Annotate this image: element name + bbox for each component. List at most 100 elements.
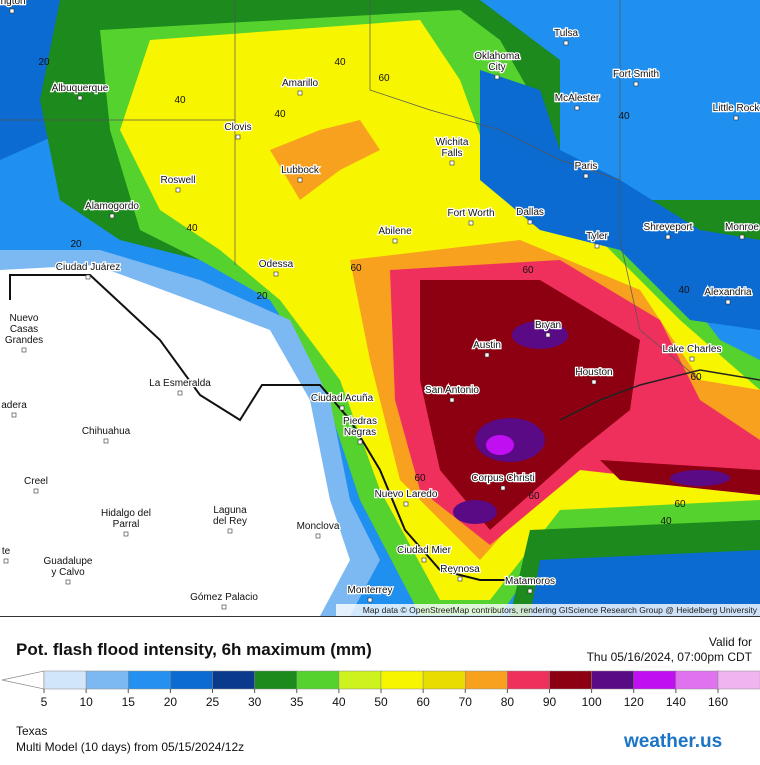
city-label: ington [0, 0, 26, 7]
legend-tick-label: 35 [290, 695, 304, 709]
city-marker [315, 533, 321, 539]
city-label: Little Rock [713, 103, 760, 114]
city-marker [449, 160, 455, 166]
legend-swatch [296, 670, 340, 690]
country-border [9, 274, 520, 581]
city-marker [527, 588, 533, 594]
legend-swatch [633, 670, 677, 690]
city-marker [77, 95, 83, 101]
city-marker [545, 332, 551, 338]
city-marker [85, 274, 91, 280]
city-marker [421, 557, 427, 563]
city-label: Guadalupe [44, 556, 93, 567]
city-label: Piedras [343, 416, 377, 427]
logo: weather.us [623, 731, 722, 752]
city-label: Ciudad Mier [397, 545, 452, 556]
contour-label: 40 [186, 223, 198, 234]
state-borders [0, 0, 701, 381]
city-label: Nuevo [10, 313, 39, 324]
legend-under [1, 670, 45, 690]
city-marker [175, 187, 181, 193]
city-label: Oklahoma [474, 51, 520, 62]
city-label: Chihuahua [82, 426, 131, 437]
city-label: Wichita [436, 137, 469, 148]
contour-label: 40 [174, 95, 186, 106]
city-label: Casas [10, 324, 38, 335]
city-marker [109, 213, 115, 219]
city-marker [9, 8, 15, 14]
legend-tick-label: 90 [543, 695, 557, 709]
legend-tick-label: 140 [666, 695, 686, 709]
city-label: Monterrey [347, 585, 392, 596]
city-label: Amarillo [282, 78, 319, 89]
legend-swatch [465, 670, 508, 690]
city-marker [235, 134, 241, 140]
contour-label: 60 [350, 263, 362, 274]
legend-swatch [170, 670, 213, 690]
city-label: La Esmeralda [149, 378, 211, 389]
city-label: Tyler [586, 231, 608, 242]
legend-swatch [85, 670, 129, 690]
city-label: Austin [473, 340, 501, 351]
legend-swatch [380, 670, 424, 690]
city-label: Matamoros [505, 576, 555, 587]
city-marker [689, 356, 695, 362]
city-label: Clovis [224, 122, 251, 133]
city-marker [633, 81, 639, 87]
city-marker [484, 352, 490, 358]
city-marker [583, 173, 589, 179]
legend-tick-label: 15 [122, 695, 136, 709]
city-label: Falls [441, 148, 462, 159]
model-info: Multi Model (10 days) from 05/15/2024/12… [16, 740, 244, 754]
contour-label: 40 [334, 57, 346, 68]
city-marker [11, 412, 17, 418]
city-label: Roswell [160, 175, 195, 186]
city-label: del Rey [213, 516, 247, 527]
city-marker [297, 177, 303, 183]
city-marker [357, 439, 363, 445]
precip-area [0, 265, 350, 616]
city-marker [297, 90, 303, 96]
city-label: Lubbock [281, 165, 320, 176]
legend-tick-label: 70 [459, 695, 473, 709]
border [369, 0, 621, 181]
city-marker [3, 558, 9, 564]
city-label: Bryan [535, 320, 561, 331]
city-label: Negras [344, 427, 376, 438]
legend-swatch [717, 670, 760, 690]
city-label: Alamogordo [85, 201, 139, 212]
city-marker [739, 234, 745, 240]
region: Texas [16, 724, 47, 738]
city-marker [221, 604, 227, 610]
coastline [559, 369, 760, 421]
city-label: y Calvo [51, 567, 85, 578]
contour-label: 60 [690, 372, 702, 383]
city-label: Ciudad Juárez [56, 262, 120, 273]
contour-label: 60 [528, 491, 540, 502]
city-label: McAlester [555, 93, 600, 104]
city-marker [494, 74, 500, 80]
city-label: Monclova [297, 521, 340, 532]
precip-area [486, 435, 514, 455]
city-marker [123, 531, 129, 537]
city-label: Fort Smith [613, 69, 659, 80]
contour-label: 20 [256, 291, 268, 302]
contour-label: 40 [618, 111, 630, 122]
city-label: te [2, 546, 11, 557]
legend-tick-label: 160 [708, 695, 728, 709]
legend-tick-label: 80 [501, 695, 515, 709]
city-label: Houston [575, 367, 612, 378]
city-marker [33, 488, 39, 494]
city-marker [665, 234, 671, 240]
city-label: Shreveport [644, 222, 693, 233]
city-label: Paris [575, 161, 598, 172]
city-label: Fort Worth [447, 208, 494, 219]
city-label: Monroe [725, 222, 759, 233]
precip-area [420, 280, 640, 530]
city-label: Nuevo Laredo [375, 489, 438, 500]
legend-tick-label: 20 [164, 695, 178, 709]
city-label: adera [1, 400, 27, 411]
legend-tick-label: 5 [41, 695, 48, 709]
